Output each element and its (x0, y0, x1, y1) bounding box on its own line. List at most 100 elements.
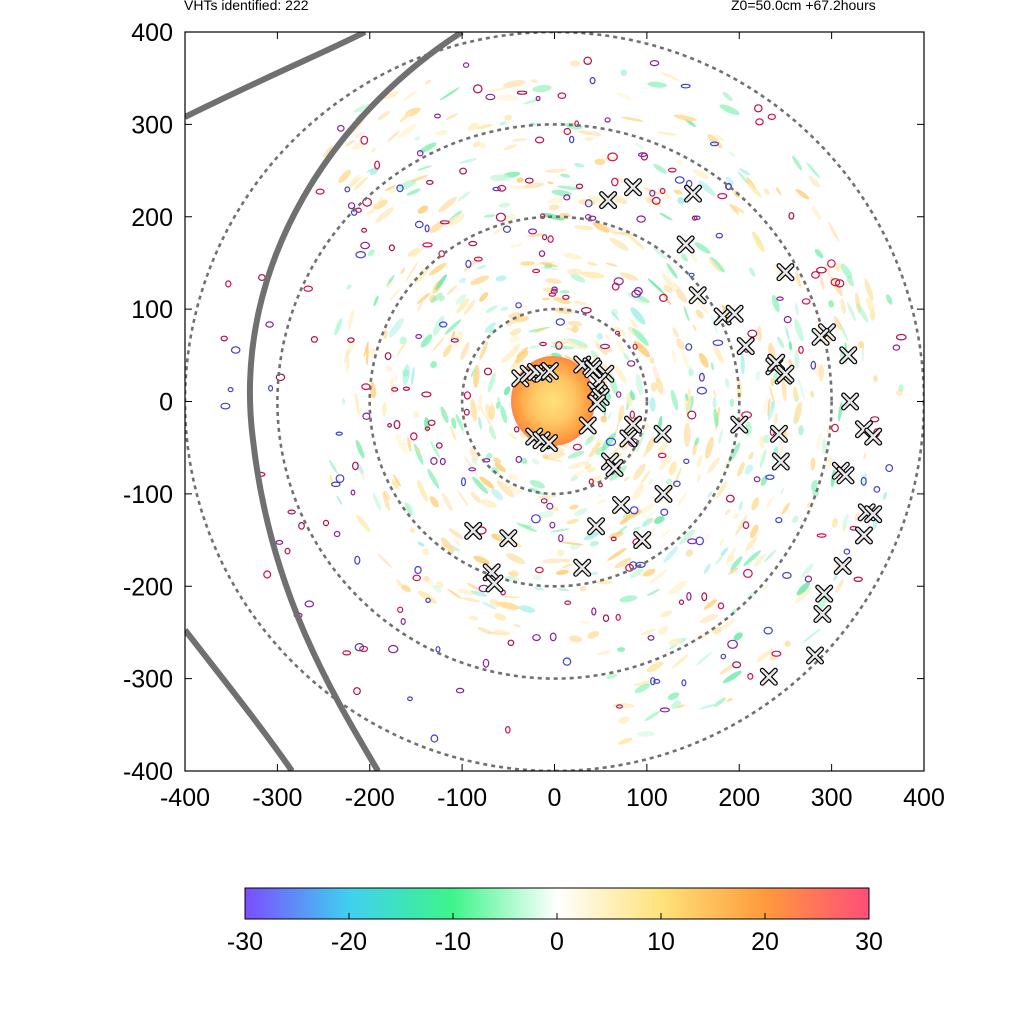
vorticity-patch (640, 470, 651, 485)
vorticity-patch (800, 563, 814, 579)
vorticity-patch (530, 79, 538, 83)
vorticity-contour (835, 279, 845, 288)
vorticity-patch (649, 357, 655, 364)
y-tick-label: -200 (123, 573, 173, 601)
vorticity-patch (389, 288, 401, 301)
vorticity-contour (412, 574, 422, 582)
vorticity-patch (660, 610, 673, 618)
vorticity-contour (895, 333, 907, 341)
vorticity-patch (588, 131, 602, 137)
vorticity-patch (373, 199, 388, 210)
vorticity-patch (539, 266, 560, 270)
vorticity-contour (421, 391, 432, 398)
vorticity-patch (346, 284, 352, 290)
vorticity-patch (545, 278, 562, 284)
vorticity-contour (361, 227, 368, 233)
vorticity-patch (858, 341, 865, 349)
vorticity-patch (449, 425, 457, 442)
colorbar-tick-label: -10 (435, 928, 471, 956)
vorticity-patch (548, 204, 560, 211)
vorticity-patch (661, 272, 676, 293)
vht-marker (619, 429, 638, 448)
vorticity-contour (450, 338, 459, 343)
vorticity-patch (618, 716, 630, 724)
vorticity-contour (743, 568, 753, 578)
vorticity-patch (409, 527, 416, 534)
vorticity-patch (607, 547, 627, 561)
vorticity-patch (613, 364, 627, 384)
vorticity-patch (896, 389, 903, 396)
vorticity-patch (865, 297, 875, 313)
vorticity-patch (411, 244, 428, 259)
vorticity-patch (413, 443, 424, 465)
vorticity-patch (627, 234, 645, 250)
vorticity-patch (345, 139, 355, 147)
vorticity-contour (534, 136, 545, 144)
vorticity-contour (335, 474, 345, 484)
x-tick-label: 0 (548, 784, 562, 812)
vorticity-contour (461, 477, 467, 487)
vorticity-patch (366, 208, 376, 216)
vorticity-patch (494, 628, 512, 637)
vorticity-patch (441, 492, 453, 512)
vorticity-patch (587, 631, 600, 639)
vorticity-patch (417, 205, 429, 214)
vorticity-patch (498, 202, 511, 208)
vorticity-patch (810, 390, 815, 398)
vorticity-patch (448, 528, 464, 540)
vorticity-contour (892, 344, 901, 351)
vorticity-contour (755, 118, 764, 126)
vorticity-patch (389, 185, 399, 194)
vorticity-patch (663, 285, 673, 294)
vorticity-patch (715, 134, 724, 142)
vorticity-patch (645, 436, 656, 453)
vorticity-contour (414, 220, 424, 229)
vorticity-contour (667, 167, 677, 173)
vorticity-patch (683, 306, 690, 322)
vorticity-patch (574, 225, 594, 230)
vorticity-contour (355, 250, 366, 259)
vorticity-patch (671, 654, 689, 669)
vorticity-patch (647, 81, 667, 88)
vorticity-contour (539, 341, 547, 347)
vorticity-contour (860, 476, 867, 486)
vorticity-patch (382, 491, 390, 511)
vorticity-patch (430, 292, 443, 303)
vorticity-patch (363, 340, 369, 358)
vorticity-patch (545, 451, 566, 460)
vorticity-contour (555, 318, 566, 326)
vorticity-contour (580, 306, 592, 314)
vorticity-contour (342, 650, 352, 656)
vorticity-contour (540, 498, 548, 504)
vorticity-patch (647, 278, 666, 295)
vorticity-patch (439, 295, 445, 302)
vorticity-patch (515, 350, 529, 364)
vorticity-patch (643, 568, 656, 577)
vorticity-contour (811, 271, 820, 279)
vht-marker (654, 484, 673, 503)
vorticity-patch (354, 392, 360, 416)
vorticity-patch (777, 336, 785, 349)
vorticity-contour (627, 360, 636, 367)
vorticity-patch (618, 404, 625, 422)
vorticity-patch (728, 151, 736, 157)
vorticity-patch (497, 396, 502, 408)
vorticity-patch (462, 597, 481, 603)
vorticity-contour (468, 240, 478, 247)
vorticity-patch (547, 198, 565, 204)
vorticity-contour (495, 212, 506, 222)
vht-marker (684, 184, 703, 203)
vorticity-patch (616, 339, 625, 354)
vorticity-patch (470, 275, 490, 285)
vorticity-contour (422, 242, 433, 248)
vorticity-patch (390, 376, 395, 398)
vorticity-contour (712, 339, 724, 346)
vorticity-patch (752, 231, 765, 253)
vht-marker (864, 505, 883, 524)
vorticity-patch (481, 601, 497, 610)
vorticity-contour (555, 341, 563, 350)
vht-marker (771, 452, 790, 471)
vorticity-patch (372, 492, 382, 511)
vorticity-patch (770, 377, 774, 387)
vorticity-patch (630, 391, 636, 401)
